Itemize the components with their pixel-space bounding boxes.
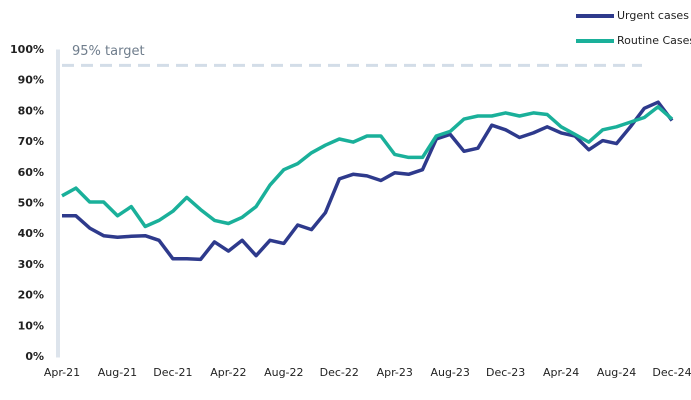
series-line: [61, 105, 674, 229]
x-tick-label: Aug-21: [98, 366, 137, 379]
x-tick-label: Apr-21: [44, 366, 80, 379]
series-line: [62, 100, 674, 262]
legend-label: Routine Cases: [617, 34, 691, 47]
x-tick-label: Dec-24: [652, 366, 691, 379]
y-tick-label: 20%: [18, 289, 44, 302]
x-tick-label: Aug-22: [264, 366, 303, 379]
x-tick-label: Dec-22: [320, 366, 359, 379]
legend-label: Urgent cases: [617, 9, 689, 22]
y-tick-label: 50%: [18, 197, 44, 210]
x-tick-label: Apr-24: [543, 366, 579, 379]
x-tick-label: Apr-22: [210, 366, 246, 379]
y-tick-label: 90%: [18, 74, 44, 87]
x-tick-label: Dec-21: [153, 366, 192, 379]
y-tick-label: 0%: [25, 350, 44, 363]
y-tick-label: 10%: [18, 319, 44, 332]
x-tick-label: Dec-23: [486, 366, 525, 379]
y-tick-label: 80%: [18, 104, 44, 117]
y-tick-label: 70%: [18, 135, 44, 148]
y-tick-label: 100%: [10, 43, 44, 56]
x-tick-label: Apr-23: [377, 366, 413, 379]
x-tick-label: Aug-24: [597, 366, 636, 379]
y-tick-label: 30%: [18, 258, 44, 271]
target-label: 95% target: [72, 44, 145, 59]
y-tick-label: 60%: [18, 166, 44, 179]
x-tick-label: Aug-23: [430, 366, 469, 379]
y-tick-label: 40%: [18, 227, 44, 240]
